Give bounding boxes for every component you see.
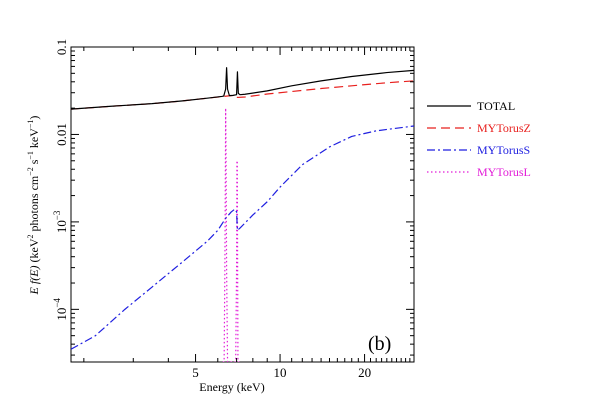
plot-frame-layer	[70, 46, 415, 363]
legend-label-mytoruss: MYTorusS	[477, 143, 530, 157]
legend-label-mytorusl: MYTorusL	[477, 165, 531, 179]
ticks-layer: 5 10 20 10−4 10−3 0.01 0.1	[52, 39, 415, 380]
x-tick-label: 10	[274, 365, 287, 380]
x-tick-label: 5	[192, 365, 199, 380]
y-tick-label: 0.1	[54, 39, 69, 55]
series-line-total	[71, 67, 414, 110]
y-axis-label: E f(E) (keV2 photons cm−2 s−1 keV−1)	[26, 116, 41, 296]
y-tick-label: 10−4	[52, 298, 69, 321]
y-tick-label: 10−3	[52, 210, 69, 233]
legend-label-mytorusz: MYTorusZ	[477, 121, 531, 135]
panel-annotation: (b)	[368, 333, 391, 355]
y-tick-label: 0.01	[54, 123, 69, 146]
x-axis-label: Energy (keV)	[199, 380, 264, 394]
series-line-mytoruss	[71, 125, 414, 350]
plot-frame	[70, 46, 415, 363]
legend: TOTAL MYTorusZ MYTorusS MYTorusL	[427, 99, 531, 179]
legend-label-total: TOTAL	[477, 99, 515, 113]
series-layer	[71, 67, 414, 362]
series-line-mytorusl	[222, 107, 241, 362]
x-tick-label: 20	[358, 365, 371, 380]
